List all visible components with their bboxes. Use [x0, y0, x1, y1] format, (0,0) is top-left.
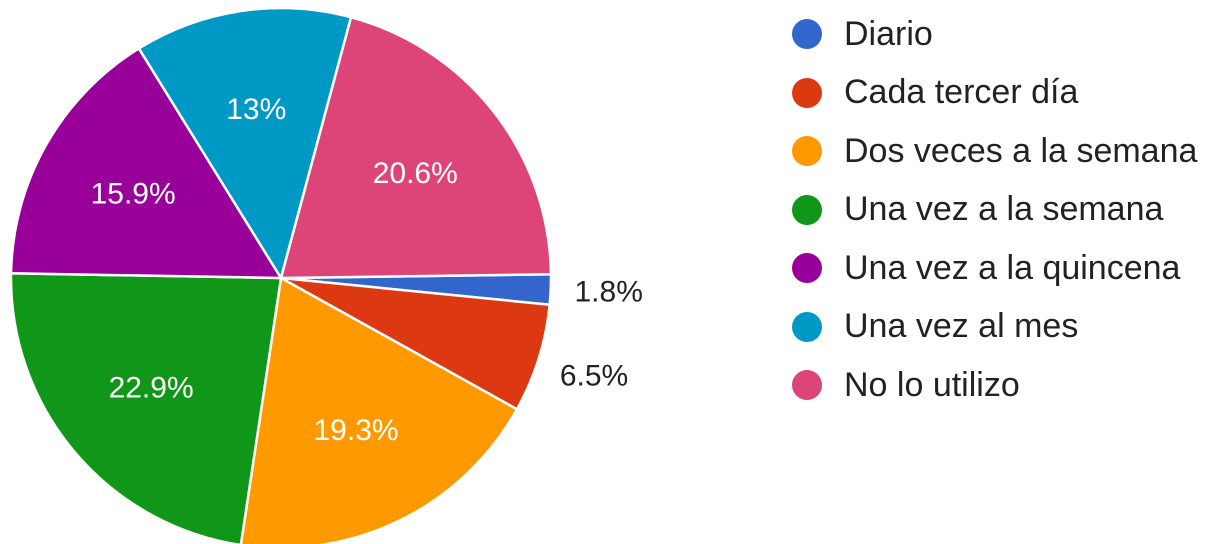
- legend-label: Una vez al mes: [844, 307, 1079, 346]
- legend-label: Dos veces a la semana: [844, 131, 1198, 170]
- legend-label: Una vez a la semana: [844, 190, 1164, 229]
- legend-swatch: [792, 77, 822, 108]
- legend-label: Cada tercer día: [844, 73, 1079, 112]
- pie-slice-6: [279, 15, 553, 280]
- pie-slice-1: [280, 276, 552, 411]
- legend-swatch: [792, 370, 822, 401]
- pie-data-label-1: 6.5%: [560, 359, 628, 392]
- pie-data-label-3: 22.9%: [109, 371, 194, 404]
- legend-swatch: [792, 194, 822, 225]
- legend-item: Una vez al mes: [792, 298, 1197, 357]
- pie-data-label-5: 13%: [226, 93, 286, 126]
- pie-data-label-0: 1.8%: [575, 275, 643, 308]
- legend-item: Cada tercer día: [792, 64, 1197, 123]
- pie-slice-2: [239, 276, 519, 544]
- legend-item: Una vez a la quincena: [792, 239, 1197, 298]
- legend-item: No lo utilizo: [792, 356, 1197, 415]
- legend-swatch: [792, 19, 822, 50]
- pie-slice-3: [9, 272, 283, 544]
- legend-label: No lo utilizo: [844, 365, 1020, 404]
- legend-item: Dos veces a la semana: [792, 122, 1197, 181]
- legend-swatch: [792, 311, 822, 342]
- pie-chart: 1.8% 6.5% 19.3% 22.9% 15.9% 13% 20.6%: [9, 6, 643, 544]
- legend-item: Una vez a la semana: [792, 181, 1197, 240]
- legend-swatch: [792, 136, 822, 167]
- pie-slice-4: [9, 46, 284, 280]
- pie-data-label-6: 20.6%: [373, 157, 458, 190]
- legend-label: Diario: [844, 14, 933, 53]
- chart-legend: Diario Cada tercer día Dos veces a la sema…: [792, 5, 1197, 415]
- pie-slices: [9, 6, 553, 544]
- pie-data-labels: 1.8% 6.5% 19.3% 22.9% 15.9% 13% 20.6%: [91, 93, 643, 447]
- pie-data-label-4: 15.9%: [91, 177, 176, 210]
- legend-label: Una vez a la quincena: [844, 248, 1181, 287]
- pie-data-label-2: 19.3%: [314, 414, 399, 447]
- legend-swatch: [792, 253, 822, 284]
- legend-item: Diario: [792, 5, 1197, 64]
